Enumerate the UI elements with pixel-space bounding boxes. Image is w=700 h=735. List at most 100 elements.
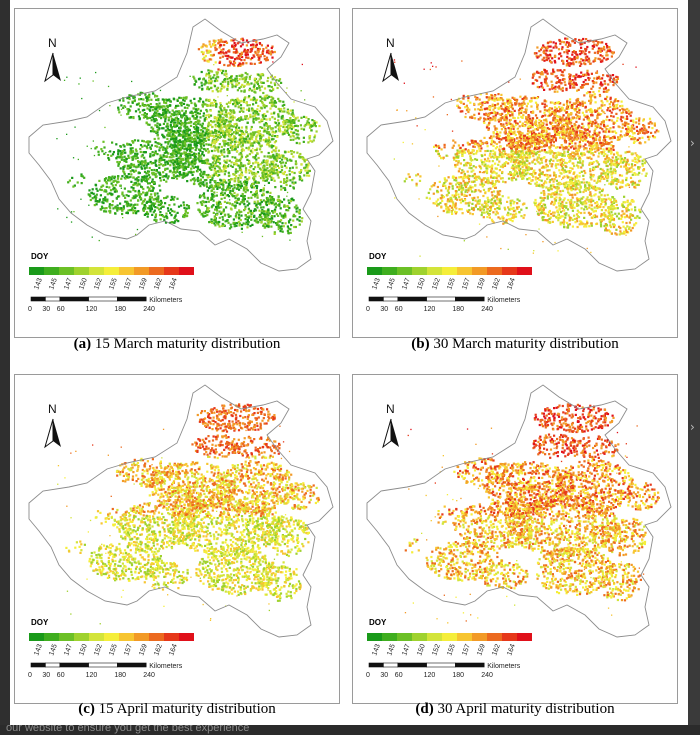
legend-swatch <box>487 267 502 275</box>
scale-tick-label: 30 <box>380 306 388 313</box>
panel-b: N DOY 143 145 147 150 152 155 157 159 162 164 Kilome… <box>352 8 678 338</box>
page-right-edge: › › <box>688 0 700 735</box>
panel-c: N DOY 143 145 147 150 152 155 157 159 162 164 Kilome… <box>14 374 340 704</box>
map-raster <box>56 37 321 242</box>
legend-swatch <box>89 633 104 641</box>
chevron-right-icon[interactable]: › <box>690 136 695 150</box>
legend-swatch <box>74 267 89 275</box>
scale-tick-label: 120 <box>424 672 436 679</box>
caption-d-letter: (d) <box>415 701 434 717</box>
legend-swatch <box>442 267 457 275</box>
scale-tick-label: 30 <box>380 672 388 679</box>
legend-swatch <box>104 267 119 275</box>
caption-a-title: 15 March maturity distribution <box>94 336 281 352</box>
page-left-edge <box>0 0 10 735</box>
legend-swatch <box>502 267 517 275</box>
legend-tick-label: 143 <box>371 277 382 290</box>
legend-tick-label: 162 <box>491 643 502 656</box>
legend-swatch <box>457 633 472 641</box>
scale-tick-label: 180 <box>452 672 464 679</box>
legend-swatch <box>119 267 134 275</box>
north-arrow-icon <box>382 52 399 83</box>
legend-swatch <box>412 633 427 641</box>
legend-swatch <box>29 633 44 641</box>
scale-tick-label: 180 <box>452 306 464 313</box>
legend-swatch <box>412 267 427 275</box>
legend-tick-label: 157 <box>461 643 472 656</box>
legend-tick-label: 150 <box>78 277 89 290</box>
scale-bar: Kilometers 0 30 60 120 180 240 <box>28 296 183 313</box>
legend-swatch <box>44 267 59 275</box>
legend-title: DOY <box>31 252 49 261</box>
legend-swatch <box>472 267 487 275</box>
province-boundary <box>366 18 672 272</box>
legend-swatch <box>89 267 104 275</box>
caption-c: (c) 15 April maturity distribution <box>12 701 342 718</box>
legend-swatch <box>149 633 164 641</box>
legend-tick-label: 155 <box>108 643 119 656</box>
caption-b-title: 30 March maturity distribution <box>433 336 619 352</box>
map-raster <box>404 403 660 624</box>
legend-tick-label: 150 <box>416 643 427 656</box>
legend-swatch <box>59 633 74 641</box>
caption-c-title: 15 April maturity distribution <box>98 701 276 717</box>
legend-tick-label: 152 <box>431 643 442 656</box>
map-raster <box>393 37 660 257</box>
legend-tick-label: 150 <box>416 277 427 290</box>
legend-tick-label: 159 <box>138 643 149 656</box>
color-legend: 143 145 147 150 152 155 157 159 162 164 <box>367 267 532 291</box>
legend-title: DOY <box>31 618 49 627</box>
scale-tick-label: 120 <box>86 306 98 313</box>
cookie-banner-text: our website to ensure you get the best e… <box>6 725 250 734</box>
legend-title: DOY <box>369 618 387 627</box>
legend-tick-label: 162 <box>491 277 502 290</box>
scale-tick-label: 0 <box>28 306 32 313</box>
legend-tick-label: 159 <box>476 643 487 656</box>
legend-tick-label: 152 <box>93 277 104 290</box>
color-legend: 143 145 147 150 152 155 157 159 162 164 <box>29 633 194 657</box>
legend-swatch <box>517 267 532 275</box>
panel-a: N DOY 143 145 147 150 152 155 157 159 162 164 Kilome… <box>14 8 340 338</box>
legend-swatch <box>179 633 194 641</box>
scale-unit-label: Kilometers <box>149 663 183 670</box>
chevron-right-icon[interactable]: › <box>690 420 695 434</box>
scale-tick-label: 240 <box>481 672 493 679</box>
legend-tick-label: 145 <box>48 643 59 656</box>
legend-swatch <box>382 633 397 641</box>
north-label: N <box>386 36 395 50</box>
legend-swatch <box>164 633 179 641</box>
legend-tick-label: 143 <box>33 277 44 290</box>
legend-tick-label: 147 <box>63 643 74 656</box>
legend-tick-label: 159 <box>476 277 487 290</box>
legend-swatch <box>487 633 502 641</box>
legend-tick-label: 152 <box>93 643 104 656</box>
scale-bar: Kilometers 0 30 60 120 180 240 <box>366 662 521 679</box>
scale-tick-label: 0 <box>366 672 370 679</box>
scale-tick-label: 120 <box>424 306 436 313</box>
color-legend: 143 145 147 150 152 155 157 159 162 164 <box>367 633 532 657</box>
legend-tick-label: 164 <box>506 277 517 290</box>
scale-tick-label: 60 <box>57 306 65 313</box>
scale-bar: Kilometers 0 30 60 120 180 240 <box>28 662 183 679</box>
legend-tick-label: 145 <box>386 277 397 290</box>
legend-tick-label: 157 <box>123 277 134 290</box>
legend-tick-label: 162 <box>153 643 164 656</box>
scale-tick-label: 180 <box>114 672 126 679</box>
scale-tick-label: 240 <box>481 306 493 313</box>
legend-tick-label: 155 <box>108 277 119 290</box>
legend-swatch <box>367 267 382 275</box>
scale-unit-label: Kilometers <box>487 663 521 670</box>
legend-swatch <box>119 633 134 641</box>
north-label: N <box>386 402 395 416</box>
scale-tick-label: 120 <box>86 672 98 679</box>
figure: N DOY 143 145 147 150 152 155 157 159 162 164 Kilome… <box>10 0 688 725</box>
legend-swatch <box>427 267 442 275</box>
legend-tick-label: 159 <box>138 277 149 290</box>
scale-unit-label: Kilometers <box>487 297 521 304</box>
scale-tick-label: 30 <box>42 306 50 313</box>
caption-a: (a) 15 March maturity distribution <box>12 336 342 353</box>
legend-tick-label: 162 <box>153 277 164 290</box>
caption-b-letter: (b) <box>411 336 430 352</box>
legend-swatch <box>179 267 194 275</box>
legend-swatch <box>149 267 164 275</box>
